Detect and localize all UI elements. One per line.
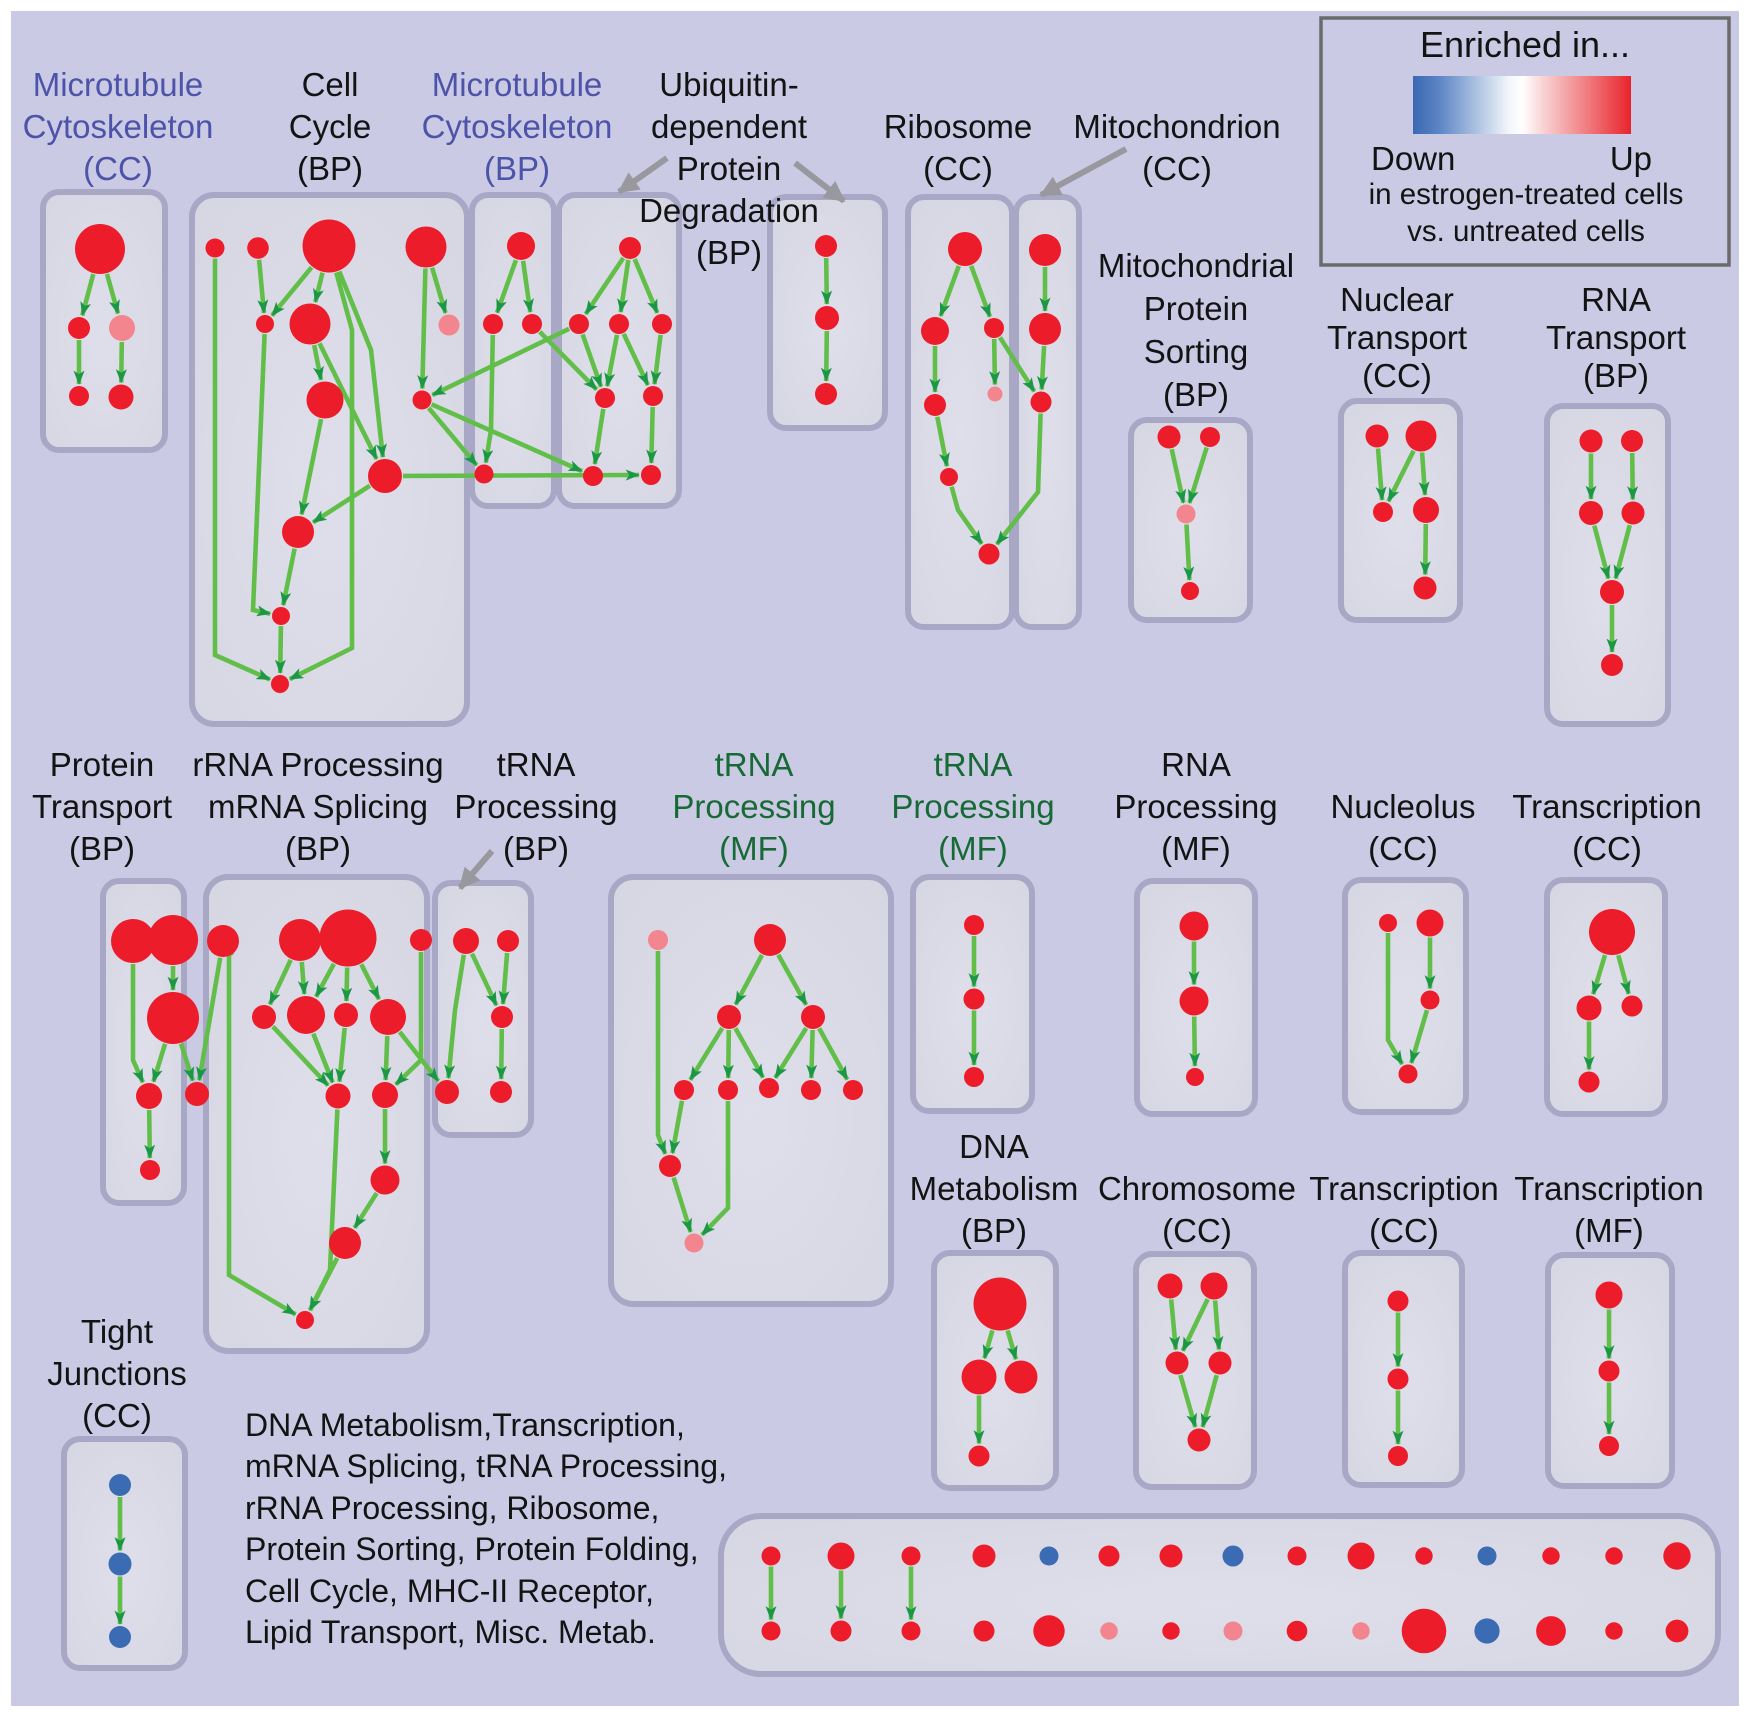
svg-text:Nuclear: Nuclear [1340,281,1454,318]
svg-text:(CC): (CC) [923,150,993,187]
svg-text:(BP): (BP) [1163,376,1229,413]
svg-text:(MF): (MF) [1161,830,1231,867]
svg-text:Up: Up [1610,140,1652,177]
svg-text:(BP): (BP) [297,150,363,187]
svg-text:(BP): (BP) [1583,357,1649,394]
svg-text:Processing: Processing [672,788,835,825]
svg-text:(MF): (MF) [938,830,1008,867]
svg-text:Degradation: Degradation [639,192,819,229]
svg-text:mRNA Splicing, tRNA Processing: mRNA Splicing, tRNA Processing, [245,1448,727,1484]
svg-text:Protein: Protein [1144,290,1249,327]
svg-text:(BP): (BP) [503,830,569,867]
svg-text:(MF): (MF) [719,830,789,867]
svg-text:(CC): (CC) [1142,150,1212,187]
svg-text:mRNA Splicing: mRNA Splicing [208,788,428,825]
svg-text:Ubiquitin-: Ubiquitin- [659,66,798,103]
svg-text:Protein: Protein [677,150,782,187]
svg-text:Microtubule: Microtubule [33,66,204,103]
svg-text:RNA: RNA [1161,746,1231,783]
svg-text:(BP): (BP) [69,830,135,867]
svg-text:(BP): (BP) [961,1212,1027,1249]
svg-text:Cytoskeleton: Cytoskeleton [23,108,214,145]
svg-text:Metabolism: Metabolism [910,1170,1079,1207]
svg-text:(CC): (CC) [1369,1212,1439,1249]
svg-text:Transcription: Transcription [1514,1170,1704,1207]
svg-text:Cycle: Cycle [289,108,372,145]
svg-text:Tight: Tight [81,1313,153,1350]
svg-text:Microtubule: Microtubule [432,66,603,103]
svg-text:(BP): (BP) [285,830,351,867]
svg-text:(CC): (CC) [83,150,153,187]
svg-text:(BP): (BP) [696,234,762,271]
svg-text:(CC): (CC) [1362,357,1432,394]
svg-text:RNA: RNA [1581,281,1651,318]
svg-text:in estrogen-treated cells: in estrogen-treated cells [1369,178,1684,211]
svg-text:Transcription: Transcription [1512,788,1702,825]
svg-text:Transport: Transport [1327,319,1467,356]
svg-text:Cell: Cell [302,66,359,103]
svg-text:rRNA Processing: rRNA Processing [192,746,443,783]
svg-text:(CC): (CC) [1162,1212,1232,1249]
svg-text:tRNA: tRNA [715,746,794,783]
svg-text:Transport: Transport [1546,319,1686,356]
svg-text:Cytoskeleton: Cytoskeleton [422,108,613,145]
svg-text:Junctions: Junctions [47,1355,186,1392]
svg-text:Sorting: Sorting [1144,333,1249,370]
svg-text:Enriched in...: Enriched in... [1420,24,1630,65]
svg-text:Down: Down [1371,140,1455,177]
svg-text:DNA Metabolism,Transcription,: DNA Metabolism,Transcription, [245,1407,685,1443]
svg-text:(CC): (CC) [82,1397,152,1434]
svg-text:Mitochondrion: Mitochondrion [1073,108,1280,145]
svg-text:Processing: Processing [1114,788,1277,825]
svg-text:tRNA: tRNA [934,746,1013,783]
svg-text:Processing: Processing [454,788,617,825]
svg-text:(BP): (BP) [484,150,550,187]
svg-text:vs. untreated cells: vs. untreated cells [1407,215,1645,248]
svg-text:Protein Sorting, Protein Foldi: Protein Sorting, Protein Folding, [245,1531,699,1567]
svg-text:Nucleolus: Nucleolus [1331,788,1476,825]
svg-text:dependent: dependent [651,108,807,145]
svg-text:Ribosome: Ribosome [884,108,1033,145]
svg-text:Transport: Transport [32,788,172,825]
svg-text:tRNA: tRNA [497,746,576,783]
svg-text:rRNA Processing, Ribosome,: rRNA Processing, Ribosome, [245,1490,659,1526]
svg-text:Processing: Processing [891,788,1054,825]
svg-text:(MF): (MF) [1574,1212,1644,1249]
svg-text:Mitochondrial: Mitochondrial [1098,247,1294,284]
svg-text:Lipid Transport, Misc. Metab.: Lipid Transport, Misc. Metab. [245,1614,656,1650]
svg-text:Chromosome: Chromosome [1098,1170,1296,1207]
svg-text:(CC): (CC) [1368,830,1438,867]
svg-text:Protein: Protein [50,746,155,783]
svg-text:Cell Cycle, MHC-II Receptor,: Cell Cycle, MHC-II Receptor, [245,1573,654,1609]
svg-text:Transcription: Transcription [1309,1170,1499,1207]
svg-text:(CC): (CC) [1572,830,1642,867]
svg-text:DNA: DNA [959,1128,1029,1165]
